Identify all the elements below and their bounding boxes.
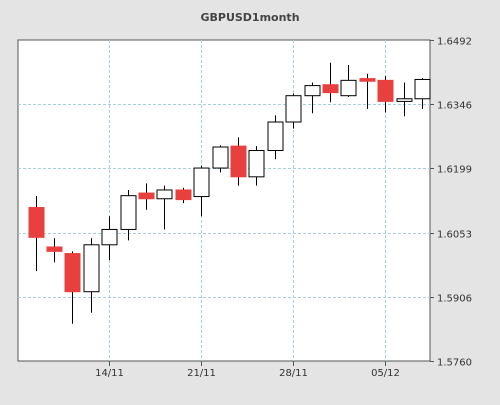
candle	[359, 73, 376, 109]
x-tick-label: 21/11	[187, 368, 216, 379]
candle	[28, 196, 45, 272]
y-tick-label: 1.5906	[437, 294, 472, 305]
candle-body-up	[212, 146, 229, 169]
candle-body-down	[230, 145, 247, 178]
candle	[396, 82, 413, 117]
candle-body-down	[28, 207, 45, 238]
candle-body-up	[156, 189, 173, 200]
candle	[322, 62, 339, 103]
candle-body-up	[248, 150, 265, 178]
candle	[285, 93, 302, 129]
candles	[28, 62, 431, 324]
x-tick-label: 05/12	[371, 368, 400, 379]
candle-body-up	[414, 78, 431, 100]
candle-body-up	[340, 79, 357, 97]
candle	[64, 251, 81, 324]
candle-body-up	[83, 244, 100, 293]
candle-body-up	[193, 167, 210, 198]
candle	[193, 165, 210, 217]
y-tick-label: 1.6492	[437, 37, 472, 48]
candle	[248, 146, 265, 186]
candle-body-down	[377, 79, 394, 102]
candle	[340, 64, 357, 98]
candle	[83, 238, 100, 313]
candle	[175, 187, 192, 204]
candle-body-down	[64, 253, 81, 293]
candle	[230, 137, 247, 186]
candle-body-down	[359, 78, 376, 82]
candle	[138, 183, 155, 210]
candle	[377, 75, 394, 113]
candle-body-up	[396, 98, 413, 102]
axes: 1.6492 1.6346 1.6199 1.6053 1.5906 1.5760 14/1…	[95, 37, 472, 380]
candle	[212, 145, 229, 173]
candle	[156, 185, 173, 230]
candle-body-up	[120, 195, 137, 230]
x-tick-label: 28/11	[279, 368, 308, 379]
candle	[414, 78, 431, 109]
candle-body-down	[322, 84, 339, 94]
candle-body-up	[285, 95, 302, 123]
candle-body-down	[138, 192, 155, 200]
y-tick-label: 1.6053	[437, 230, 472, 241]
y-tick-label: 1.6199	[437, 165, 472, 176]
chart-title: GBPUSD1month	[200, 11, 299, 24]
candle-body-up	[101, 228, 118, 246]
x-tick-label: 14/11	[95, 368, 124, 379]
candle-body-up	[304, 85, 321, 97]
candle-body-up	[267, 121, 284, 152]
candle-body-down	[175, 189, 192, 201]
y-tick-label: 1.6346	[437, 101, 472, 112]
candle	[101, 216, 118, 261]
y-tick-label: 1.5760	[437, 358, 472, 369]
candle	[267, 115, 284, 160]
candle	[304, 82, 321, 114]
candle	[120, 189, 137, 241]
plot-area	[17, 39, 431, 362]
candle-body-down	[46, 246, 63, 252]
candle	[46, 238, 63, 263]
